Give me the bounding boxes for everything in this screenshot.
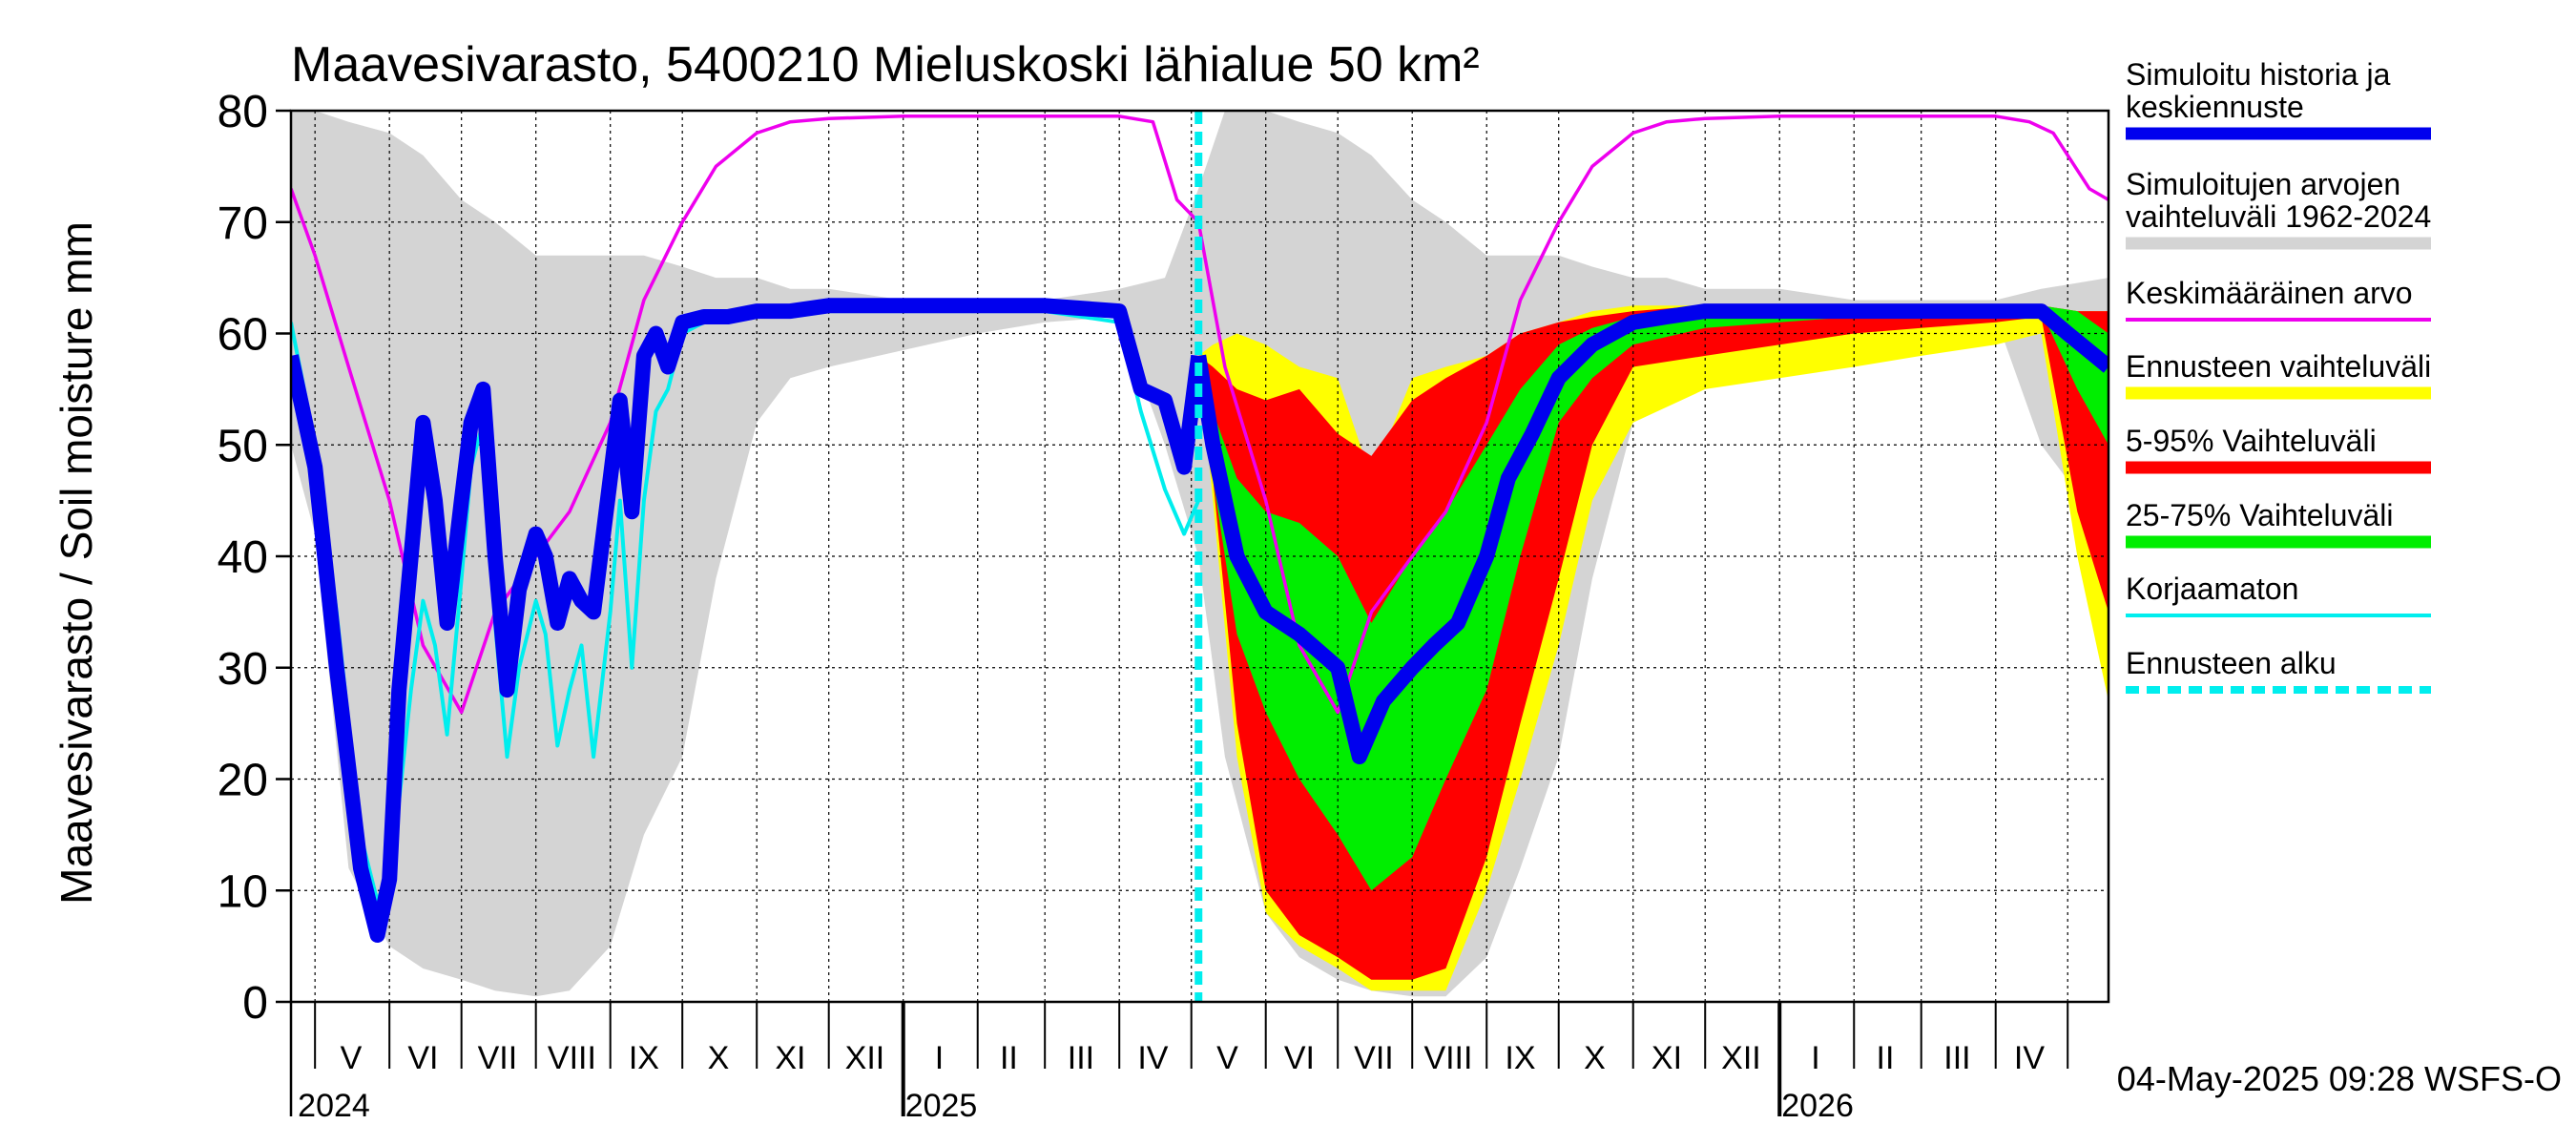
series-line-history: [291, 298, 1207, 943]
month-label: I: [935, 1040, 944, 1076]
month-label: VIII: [1423, 1040, 1472, 1076]
legend-label: vaihteluväli 1962-2024: [2126, 199, 2431, 234]
month-label: XI: [775, 1040, 805, 1076]
month-label: IV: [2014, 1040, 2045, 1076]
y-tick-label: 80: [218, 87, 268, 137]
y-tick-label: 0: [242, 978, 268, 1029]
month-label: X: [708, 1040, 730, 1076]
p25-75-band: [1198, 305, 2109, 891]
month-label: VIII: [548, 1040, 596, 1076]
legend-label: 5-95% Vaihteluväli: [2126, 424, 2377, 458]
month-label: V: [341, 1040, 363, 1076]
year-label: 2025: [905, 1088, 978, 1124]
y-tick-label: 20: [218, 756, 268, 806]
month-label: IX: [1505, 1040, 1535, 1076]
month-label: VI: [1284, 1040, 1315, 1076]
month-label: V: [1216, 1040, 1238, 1076]
y-tick-label: 30: [218, 644, 268, 695]
series-line-forecast-median: [1191, 303, 2109, 765]
month-label: VII: [1354, 1040, 1394, 1076]
legend-label: Ennusteen vaihteluväli: [2126, 349, 2431, 384]
year-label: 2026: [1781, 1088, 1854, 1124]
chart-title: Maavesivarasto, 5400210 Mieluskoski lähi…: [291, 37, 1480, 93]
timestamp-footer: 04-May-2025 09:28 WSFS-O: [2117, 1059, 2562, 1098]
legend-label: keskiennuste: [2126, 90, 2304, 124]
month-label: VII: [478, 1040, 518, 1076]
legend-label: Ennusteen alku: [2126, 646, 2337, 680]
y-tick-label: 50: [218, 421, 268, 471]
month-label: IV: [1137, 1040, 1168, 1076]
month-label: XII: [1721, 1040, 1761, 1076]
legend-label: Simuloitu historia ja: [2126, 57, 2391, 92]
month-label: XI: [1652, 1040, 1682, 1076]
legend-label: Keskimääräinen arvo: [2126, 276, 2413, 310]
y-tick-label: 70: [218, 198, 268, 249]
month-label: III: [1943, 1040, 1970, 1076]
legend-label: Korjaamaton: [2126, 572, 2298, 606]
month-label: XII: [845, 1040, 885, 1076]
y-tick-label: 60: [218, 310, 268, 361]
month-label: III: [1068, 1040, 1094, 1076]
month-label: II: [1877, 1040, 1895, 1076]
y-axis-label: Maavesivarasto / Soil moisture mm: [52, 221, 101, 905]
month-label: VI: [407, 1040, 438, 1076]
month-label: IX: [629, 1040, 659, 1076]
month-label: I: [1811, 1040, 1819, 1076]
year-label: 2024: [298, 1088, 370, 1124]
legend-label: Simuloitujen arvojen: [2126, 167, 2400, 201]
y-tick-label: 10: [218, 866, 268, 917]
legend-label: 25-75% Vaihteluväli: [2126, 498, 2393, 532]
plot-area: [291, 110, 2109, 1003]
y-tick-label: 40: [218, 532, 268, 583]
month-label: X: [1584, 1040, 1606, 1076]
month-label: II: [1000, 1040, 1018, 1076]
